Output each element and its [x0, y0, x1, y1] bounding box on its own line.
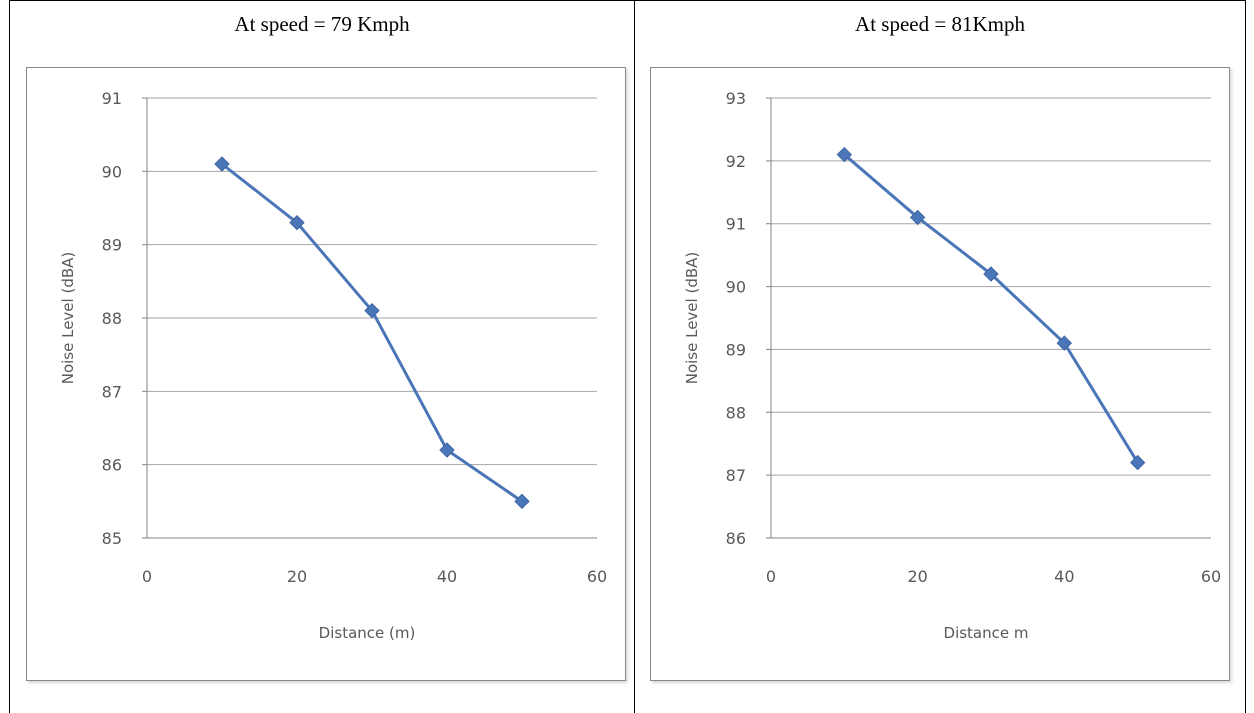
- y-tick-label: 90: [726, 278, 746, 297]
- y-tick-label: 87: [726, 466, 746, 485]
- x-tick-label: 20: [907, 567, 927, 586]
- y-tick-label: 93: [726, 89, 746, 108]
- y-tick-label: 87: [102, 382, 122, 401]
- y-tick-label: 86: [726, 529, 746, 548]
- series-line: [843, 153, 1139, 464]
- x-tick-label: 40: [437, 567, 457, 586]
- y-tick-label: 88: [726, 403, 746, 422]
- y-tick-label: 86: [102, 456, 122, 475]
- y-tick-label: 92: [726, 152, 746, 171]
- data-point-marker: [983, 266, 999, 282]
- data-point-marker: [214, 156, 230, 172]
- x-tick-label: 60: [1201, 567, 1221, 586]
- y-tick-label: 91: [726, 215, 746, 234]
- data-point-marker: [909, 209, 926, 226]
- data-point-marker: [289, 214, 305, 231]
- x-tick-label: 20: [287, 567, 307, 586]
- figure-table: [9, 0, 1246, 713]
- chart-panel-right: 86 87 88 89 90 91 92 93 0 20 40 60 Distance m Noise L…: [650, 67, 1230, 681]
- x-tick-label: 60: [587, 567, 607, 586]
- y-tick-label: 91: [102, 89, 122, 108]
- y-tick-label: 85: [102, 529, 122, 548]
- y-axis-title: Noise Level (dBA): [59, 252, 77, 385]
- y-axis-title: Noise Level (dBA): [683, 252, 701, 385]
- y-tick-label: 89: [726, 340, 746, 359]
- data-point-marker: [1129, 454, 1146, 471]
- data-point-marker: [1056, 335, 1073, 351]
- x-tick-label: 0: [142, 567, 152, 586]
- y-tick-label: 88: [102, 309, 122, 328]
- data-point-marker: [514, 493, 530, 510]
- y-tick-label: 89: [102, 236, 122, 255]
- chart-title-left: At speed = 79 Kmph: [234, 12, 410, 36]
- x-axis-title: Distance (m): [319, 624, 416, 642]
- chart-panel-left: 85 86 87 88 89 90 91 0 20 40 60 Distance (m) Noise L…: [26, 67, 626, 681]
- series-line: [221, 162, 523, 503]
- noise-chart-79kmph: 85 86 87 88 89 90 91 0 20 40 60 Distance (m) Noise L…: [59, 89, 607, 642]
- noise-chart-81kmph: 86 87 88 89 90 91 92 93 0 20 40 60 Distance m Noise L…: [683, 89, 1221, 642]
- data-point-marker: [364, 302, 380, 319]
- x-tick-label: 40: [1054, 567, 1074, 586]
- chart-title-right: At speed = 81Kmph: [855, 12, 1025, 36]
- table-divider: [634, 0, 635, 713]
- data-point-marker: [836, 146, 853, 163]
- data-point-marker: [439, 442, 455, 458]
- y-tick-label: 90: [102, 162, 122, 181]
- x-axis-title: Distance m: [944, 624, 1029, 642]
- x-tick-label: 0: [766, 567, 776, 586]
